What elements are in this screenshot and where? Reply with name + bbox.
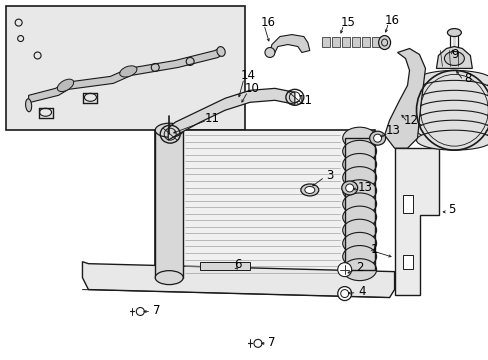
Ellipse shape <box>337 263 351 276</box>
Text: 11: 11 <box>297 94 312 107</box>
Ellipse shape <box>342 206 376 228</box>
Text: 10: 10 <box>244 82 259 95</box>
Bar <box>6 6 244 130</box>
Ellipse shape <box>155 123 183 137</box>
Polygon shape <box>321 37 329 46</box>
Ellipse shape <box>337 287 351 301</box>
Ellipse shape <box>342 233 376 254</box>
Ellipse shape <box>57 79 74 91</box>
Polygon shape <box>436 46 471 68</box>
Ellipse shape <box>155 271 183 285</box>
Ellipse shape <box>342 127 376 149</box>
Polygon shape <box>29 48 222 108</box>
Ellipse shape <box>342 167 376 189</box>
Text: 3: 3 <box>325 168 333 181</box>
Ellipse shape <box>217 47 225 57</box>
Ellipse shape <box>304 186 314 193</box>
Ellipse shape <box>373 134 381 142</box>
Text: 16: 16 <box>384 14 399 27</box>
Text: 5: 5 <box>447 203 454 216</box>
Polygon shape <box>82 262 394 298</box>
Ellipse shape <box>342 219 376 241</box>
Ellipse shape <box>416 80 488 100</box>
Text: 2: 2 <box>355 261 363 274</box>
Text: 12: 12 <box>403 114 418 127</box>
Ellipse shape <box>342 140 376 162</box>
Ellipse shape <box>341 181 357 195</box>
Ellipse shape <box>378 36 390 50</box>
Ellipse shape <box>342 246 376 267</box>
Ellipse shape <box>416 120 488 140</box>
Ellipse shape <box>369 131 385 145</box>
Polygon shape <box>351 37 359 46</box>
Ellipse shape <box>253 339 262 347</box>
Ellipse shape <box>416 130 488 150</box>
Bar <box>402 195 412 213</box>
Polygon shape <box>269 35 309 54</box>
Ellipse shape <box>416 90 488 110</box>
Ellipse shape <box>444 51 464 66</box>
Ellipse shape <box>136 307 144 315</box>
Bar <box>200 262 249 270</box>
Text: 7: 7 <box>267 336 275 349</box>
Text: 13: 13 <box>357 181 371 194</box>
Polygon shape <box>394 148 439 294</box>
Text: 11: 11 <box>204 112 219 125</box>
Ellipse shape <box>416 100 488 120</box>
Text: 9: 9 <box>451 48 458 61</box>
Bar <box>155 130 183 278</box>
Polygon shape <box>331 37 339 46</box>
Ellipse shape <box>416 71 488 90</box>
Text: 8: 8 <box>464 72 471 85</box>
Ellipse shape <box>342 153 376 175</box>
Polygon shape <box>371 37 379 46</box>
Bar <box>155 130 374 278</box>
Text: 7: 7 <box>152 304 160 317</box>
Polygon shape <box>168 88 294 140</box>
Text: 16: 16 <box>260 16 275 29</box>
Bar <box>402 255 412 269</box>
Ellipse shape <box>264 48 274 58</box>
Ellipse shape <box>342 180 376 202</box>
Text: 4: 4 <box>357 285 365 298</box>
Ellipse shape <box>120 66 137 77</box>
Ellipse shape <box>447 28 461 37</box>
Bar <box>344 138 374 270</box>
Polygon shape <box>361 37 369 46</box>
Ellipse shape <box>25 99 32 112</box>
Text: 13: 13 <box>386 124 400 137</box>
Ellipse shape <box>416 110 488 130</box>
Polygon shape <box>341 37 349 46</box>
Text: 14: 14 <box>240 69 255 82</box>
Ellipse shape <box>345 184 353 192</box>
Text: 1: 1 <box>370 243 378 256</box>
Ellipse shape <box>342 193 376 215</box>
Ellipse shape <box>342 259 376 280</box>
Ellipse shape <box>300 184 318 196</box>
Polygon shape <box>384 49 425 148</box>
Text: 15: 15 <box>340 16 354 29</box>
Text: 6: 6 <box>234 258 241 271</box>
